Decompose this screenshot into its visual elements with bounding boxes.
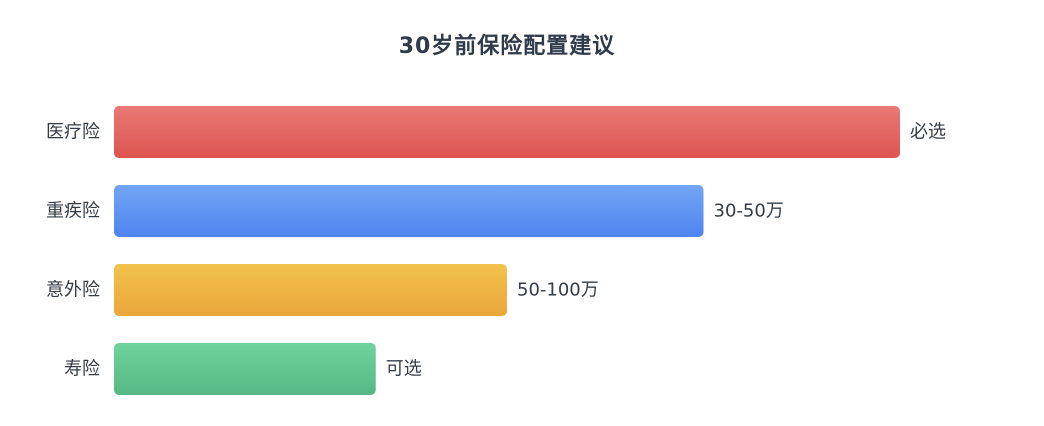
bar[interactable] xyxy=(114,185,704,237)
chart-title: 30岁前保险配置建议 xyxy=(398,34,616,59)
category-label: 意外险 xyxy=(46,280,100,301)
data-label: 可选 xyxy=(386,359,422,380)
data-label: 30-50万 xyxy=(714,201,784,222)
data-label: 50-100万 xyxy=(517,280,599,301)
category-label: 重疾险 xyxy=(46,201,100,222)
data-label: 必选 xyxy=(910,122,946,143)
bar[interactable] xyxy=(114,106,900,158)
category-label: 寿险 xyxy=(64,359,100,380)
bar[interactable] xyxy=(114,264,507,316)
bar[interactable] xyxy=(114,343,376,395)
category-label: 医疗险 xyxy=(46,122,100,143)
